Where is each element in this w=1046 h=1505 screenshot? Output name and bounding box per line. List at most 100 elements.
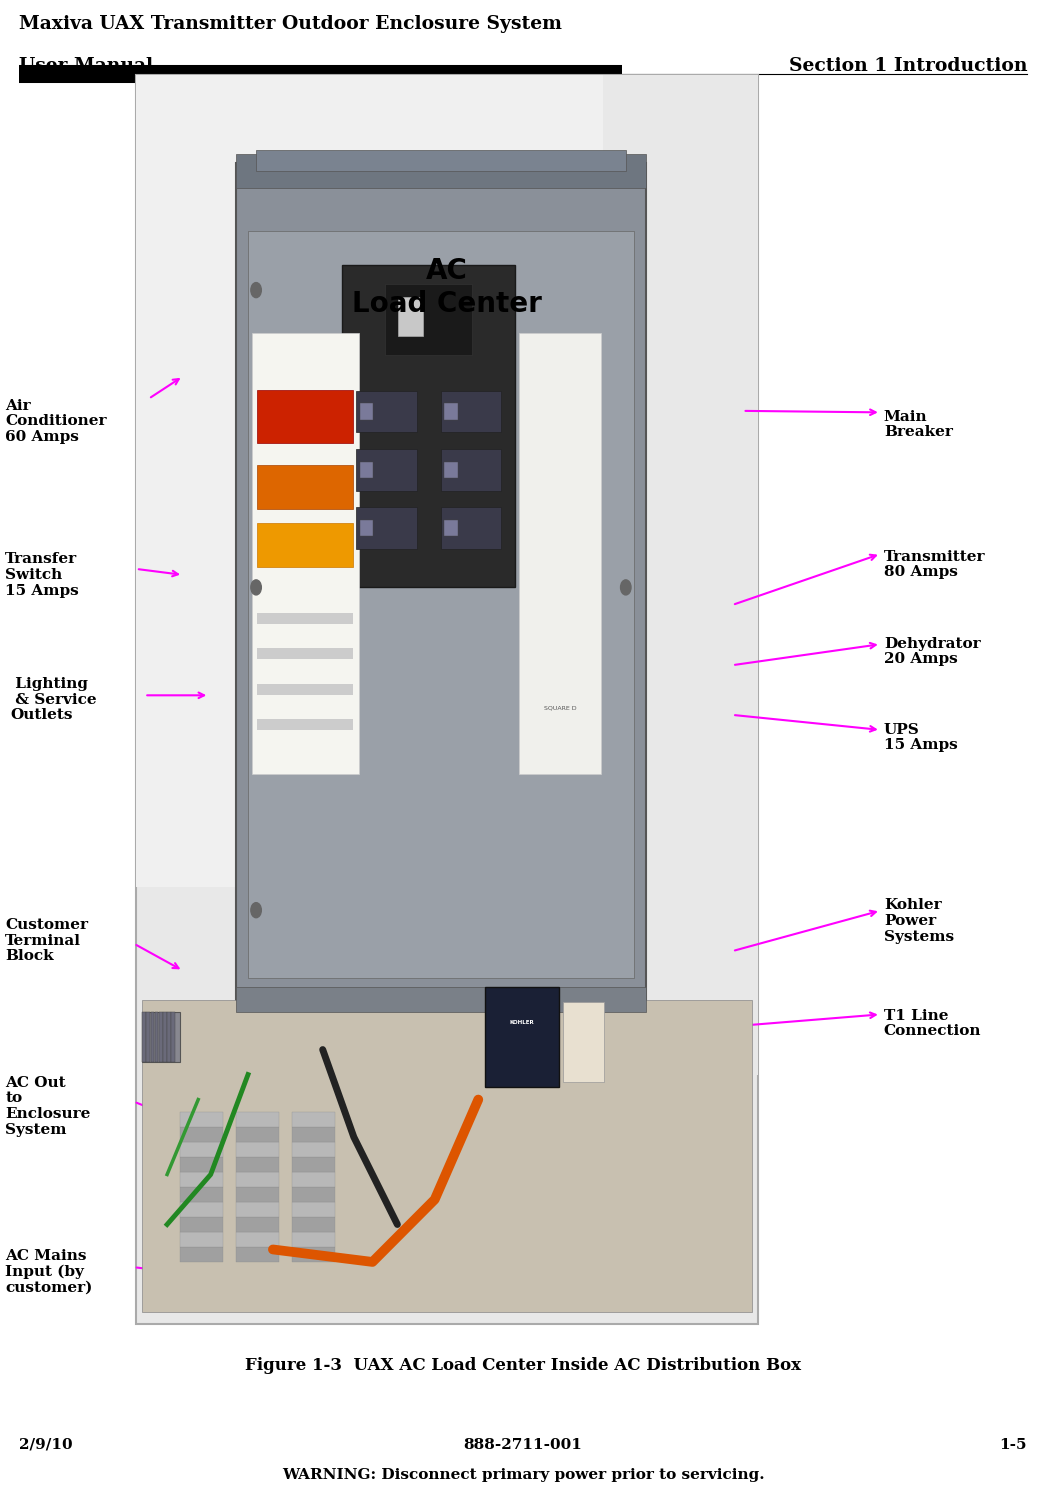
Bar <box>180 1142 223 1157</box>
Circle shape <box>620 579 631 594</box>
Text: Customer
Terminal
Block: Customer Terminal Block <box>5 918 88 963</box>
Circle shape <box>251 579 262 594</box>
Text: Transmitter
80 Amps: Transmitter 80 Amps <box>884 549 985 579</box>
Bar <box>257 390 354 442</box>
Bar <box>167 1011 170 1063</box>
Bar <box>356 448 416 491</box>
Text: SQUARE D: SQUARE D <box>544 706 576 710</box>
Bar <box>292 1157 335 1172</box>
Bar <box>257 465 354 509</box>
Bar <box>180 1202 223 1218</box>
Bar <box>151 1011 154 1063</box>
Bar <box>142 1011 146 1063</box>
Bar <box>292 1127 335 1142</box>
Bar <box>356 507 416 549</box>
Bar <box>235 1172 279 1187</box>
Bar <box>445 519 458 536</box>
Bar <box>159 1011 162 1063</box>
Bar <box>235 154 646 188</box>
Bar <box>360 403 373 420</box>
Bar <box>386 284 472 355</box>
Bar <box>397 296 424 336</box>
Bar <box>356 390 416 432</box>
Bar <box>563 1002 604 1082</box>
Bar <box>180 1172 223 1187</box>
Bar <box>180 1218 223 1233</box>
Text: Dehydrator
20 Amps: Dehydrator 20 Amps <box>884 637 980 667</box>
Bar <box>292 1248 335 1261</box>
Bar <box>235 987 646 1011</box>
Bar <box>136 75 758 1324</box>
Bar <box>342 265 515 587</box>
Bar <box>180 1157 223 1172</box>
Text: T1 Line
Connection: T1 Line Connection <box>884 1008 981 1038</box>
Circle shape <box>251 903 262 918</box>
Bar <box>440 507 501 549</box>
Text: Kohler
Power
Systems: Kohler Power Systems <box>884 898 954 944</box>
Text: UPS
15 Amps: UPS 15 Amps <box>884 722 958 752</box>
Bar <box>257 613 354 625</box>
Bar <box>235 1187 279 1202</box>
Bar <box>256 150 626 172</box>
Bar <box>602 75 758 1075</box>
Bar <box>484 987 560 1087</box>
Bar <box>142 999 752 1312</box>
Bar <box>445 462 458 477</box>
Bar <box>180 1187 223 1202</box>
Bar <box>292 1112 335 1127</box>
Bar <box>440 390 501 432</box>
Bar <box>180 1233 223 1248</box>
Bar <box>292 1172 335 1187</box>
Bar <box>292 1233 335 1248</box>
Bar <box>360 519 373 536</box>
Text: AC Mains
Input (by
customer): AC Mains Input (by customer) <box>5 1249 93 1294</box>
Bar <box>235 1157 279 1172</box>
Bar <box>257 522 354 567</box>
Circle shape <box>251 283 262 298</box>
Bar <box>292 1218 335 1233</box>
Bar <box>146 1011 150 1063</box>
Text: AC
Load Center: AC Load Center <box>353 257 542 318</box>
Bar <box>440 448 501 491</box>
Bar <box>155 1011 158 1063</box>
Bar <box>142 1011 180 1063</box>
Text: Section 1 Introduction: Section 1 Introduction <box>789 57 1027 75</box>
Bar <box>519 333 601 774</box>
Bar <box>445 403 458 420</box>
Bar <box>235 1112 279 1127</box>
Bar <box>235 163 646 1011</box>
Bar <box>292 1187 335 1202</box>
Bar <box>180 1112 223 1127</box>
Bar <box>235 1218 279 1233</box>
Bar <box>257 649 354 659</box>
Bar <box>172 1011 175 1063</box>
Text: 2/9/10: 2/9/10 <box>19 1437 72 1452</box>
Bar <box>292 1202 335 1218</box>
Bar <box>163 1011 166 1063</box>
Bar <box>235 1233 279 1248</box>
Text: Main
Breaker: Main Breaker <box>884 409 953 439</box>
Bar <box>235 1248 279 1261</box>
Text: Transfer
Switch
15 Amps: Transfer Switch 15 Amps <box>5 552 79 597</box>
Bar <box>235 1127 279 1142</box>
Bar <box>235 1202 279 1218</box>
Bar <box>292 1142 335 1157</box>
Text: KOHLER: KOHLER <box>509 1019 535 1025</box>
Text: 888-2711-001: 888-2711-001 <box>463 1437 583 1452</box>
Text: Lighting
 & Service
Outlets: Lighting & Service Outlets <box>10 677 97 722</box>
Bar <box>248 230 634 978</box>
Bar <box>257 683 354 695</box>
Bar <box>252 333 359 774</box>
Text: Maxiva UAX Transmitter Outdoor Enclosure System: Maxiva UAX Transmitter Outdoor Enclosure… <box>19 15 562 33</box>
Text: Air
Conditioner
60 Amps: Air Conditioner 60 Amps <box>5 399 107 444</box>
Bar <box>180 1127 223 1142</box>
Text: WARNING: Disconnect primary power prior to servicing.: WARNING: Disconnect primary power prior … <box>281 1467 765 1482</box>
Bar <box>180 1248 223 1261</box>
Text: AC Out
to
Enclosure
System: AC Out to Enclosure System <box>5 1076 91 1136</box>
Bar <box>257 719 354 730</box>
Bar <box>235 1142 279 1157</box>
Text: 1-5: 1-5 <box>1000 1437 1027 1452</box>
Text: Figure 1-3  UAX AC Load Center Inside AC Distribution Box: Figure 1-3 UAX AC Load Center Inside AC … <box>245 1356 801 1374</box>
Bar <box>360 462 373 477</box>
Text: User Manual: User Manual <box>19 57 153 75</box>
